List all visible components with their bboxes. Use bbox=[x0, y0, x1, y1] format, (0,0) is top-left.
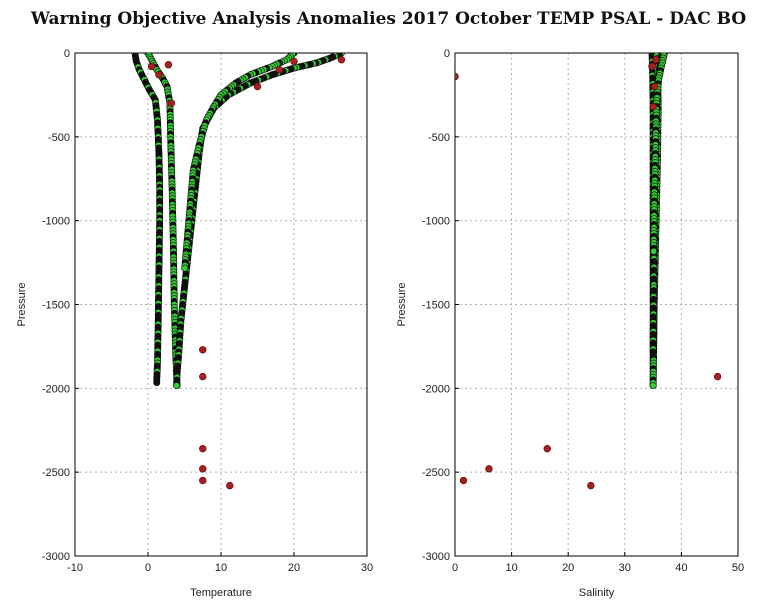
profile-point bbox=[173, 382, 181, 390]
profile-point bbox=[650, 247, 658, 255]
y-tick-label: -2000 bbox=[422, 383, 450, 395]
flagged-point bbox=[253, 82, 262, 91]
x-tick-label: -10 bbox=[67, 562, 83, 574]
flagged-point bbox=[713, 372, 722, 381]
flagged-point bbox=[199, 346, 207, 354]
flagged-point bbox=[164, 61, 173, 69]
flagged-point bbox=[455, 72, 459, 81]
y-tick-label: -1500 bbox=[42, 300, 70, 312]
data-points bbox=[131, 53, 346, 490]
x-tick-label: 10 bbox=[505, 562, 517, 574]
y-tick-label: -2000 bbox=[42, 383, 70, 395]
flagged-point bbox=[226, 481, 234, 490]
flagged-point bbox=[147, 62, 156, 71]
figure-title: Warning Objective Analysis Anomalies 201… bbox=[30, 9, 747, 29]
flagged-point bbox=[485, 465, 493, 473]
x-tick-label: 40 bbox=[675, 562, 687, 574]
flagged-point bbox=[648, 62, 656, 71]
y-tick-label: 0 bbox=[64, 48, 70, 60]
x-axis-label: Salinity bbox=[579, 587, 615, 599]
x-tick-label: 0 bbox=[452, 562, 458, 574]
y-tick-label: -500 bbox=[428, 132, 450, 144]
temperature-panel: -10 0 10 20 30 0 -500 -1000 -1500 -2000 -2500 -3000… bbox=[16, 48, 373, 599]
flagged-point bbox=[199, 476, 207, 485]
x-tick-label: 30 bbox=[361, 562, 373, 574]
y-tick-label: -500 bbox=[48, 132, 70, 144]
y-tick-label: -2500 bbox=[422, 467, 450, 479]
x-tick-label: 30 bbox=[619, 562, 631, 574]
data-points bbox=[455, 53, 722, 490]
y-axis-label: Pressure bbox=[396, 282, 408, 326]
flagged-point bbox=[290, 57, 298, 66]
profile-point bbox=[153, 378, 161, 386]
flagged-point bbox=[459, 476, 468, 485]
y-tick-label: -3000 bbox=[422, 551, 450, 563]
y-axis-label: Pressure bbox=[16, 282, 28, 326]
x-axis-label: Temperature bbox=[190, 587, 252, 599]
flagged-point bbox=[652, 56, 660, 64]
profile-point bbox=[181, 264, 189, 272]
y-tick-label: -1500 bbox=[422, 300, 450, 312]
y-tick-label: -1000 bbox=[42, 216, 70, 228]
flagged-point bbox=[337, 56, 346, 64]
flagged-point bbox=[649, 102, 657, 111]
y-tick-label: 0 bbox=[444, 48, 450, 60]
x-tick-label: 0 bbox=[145, 562, 151, 574]
flagged-point bbox=[199, 372, 207, 381]
y-tick-label: -2500 bbox=[42, 467, 70, 479]
flagged-point bbox=[199, 465, 207, 473]
x-tick-label: 50 bbox=[732, 562, 744, 574]
flagged-point bbox=[587, 481, 595, 490]
flagged-point bbox=[275, 66, 284, 74]
flagged-point bbox=[199, 444, 207, 453]
x-tick-label: 20 bbox=[288, 562, 300, 574]
salinity-panel: 0 10 20 30 40 50 0 -500 -1000 -1500 -2000 -2500 -300… bbox=[396, 48, 744, 599]
flagged-point bbox=[167, 99, 176, 108]
x-tick-label: 20 bbox=[562, 562, 574, 574]
x-tick-label: 10 bbox=[215, 562, 227, 574]
flagged-point bbox=[155, 71, 163, 79]
flagged-point bbox=[651, 82, 659, 91]
flagged-point bbox=[543, 444, 551, 453]
profile-point bbox=[649, 382, 657, 390]
profile-point bbox=[649, 348, 657, 356]
y-tick-label: -1000 bbox=[422, 216, 450, 228]
y-tick-label: -3000 bbox=[42, 551, 70, 563]
